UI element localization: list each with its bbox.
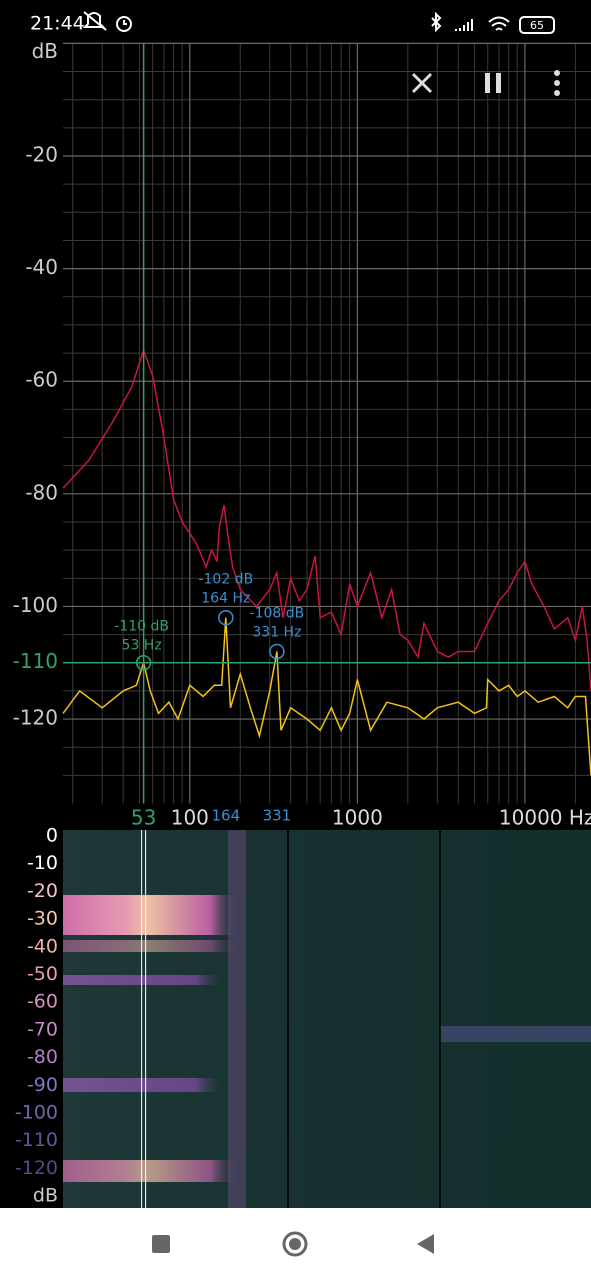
toolbar (411, 70, 560, 96)
peak-marker (218, 609, 234, 626)
peak-label: -102 dB (198, 572, 253, 588)
spectrogram-scale-label: -30 (27, 908, 58, 930)
x-tick-label: 10000 Hz (499, 806, 591, 830)
spectrogram-unit: dB (33, 1185, 58, 1207)
recents-button[interactable] (152, 1235, 170, 1253)
y-tick-label: -80 (25, 480, 58, 504)
y-tick-label: -40 (25, 255, 58, 279)
close-button[interactable] (411, 72, 433, 94)
peak-marker (269, 643, 285, 660)
spectrogram-scale-label: -110 (15, 1129, 58, 1151)
spectrogram-scale-label: -20 (27, 880, 58, 902)
back-button[interactable] (417, 1234, 434, 1254)
x-tick-label: 1000 (332, 806, 383, 830)
y-tick-label: -60 (25, 368, 58, 392)
pause-button-bar[interactable] (496, 73, 501, 93)
cursor-x-label: 53 (131, 806, 156, 830)
spectrogram-scale-label: -100 (15, 1102, 58, 1124)
spectrogram-scale-label: -120 (15, 1157, 58, 1179)
spectrogram (63, 830, 591, 1208)
x-tick-label: 100 (171, 806, 209, 830)
y-tick-label: -100 (13, 593, 58, 617)
y-tick-label: dB (32, 39, 58, 63)
spectrogram-scale-label: -10 (27, 852, 58, 874)
clock: 21:44 (30, 13, 85, 35)
cursor-label: -110 dB (114, 619, 169, 635)
spectrogram-scale-label: -90 (27, 1074, 58, 1096)
series-line (62, 617, 591, 776)
spectrogram-scale-label: -70 (27, 1018, 58, 1040)
menu-button[interactable] (554, 70, 560, 96)
spectrogram-scale-label: 0 (46, 825, 58, 847)
spectrogram-scale-label: -80 (27, 1046, 58, 1068)
spectrogram-scale-label: -40 (27, 935, 58, 957)
cursor-y-label: -110 (13, 649, 58, 673)
series-line (62, 347, 591, 691)
spectrum-plot (63, 43, 591, 805)
battery-level: 65 (530, 19, 544, 32)
cursor-label: 53 Hz (122, 638, 162, 654)
peak-label: -108 dB (250, 605, 305, 621)
y-tick-label: -20 (25, 143, 58, 167)
home-dot (289, 1238, 301, 1250)
y-tick-label: -120 (13, 706, 58, 730)
home-button[interactable] (282, 1231, 308, 1257)
peak-label: 164 Hz (201, 591, 250, 607)
peak-x-label: 164 (211, 807, 240, 825)
peak-x-label: 331 (263, 807, 292, 825)
spectrogram-scale-label: -60 (27, 991, 58, 1013)
pause-button[interactable] (485, 73, 490, 93)
peak-label: 331 Hz (252, 624, 301, 640)
spectrogram-scale-label: -50 (27, 963, 58, 985)
status-icons (82, 11, 555, 34)
cursor-point (135, 654, 152, 671)
